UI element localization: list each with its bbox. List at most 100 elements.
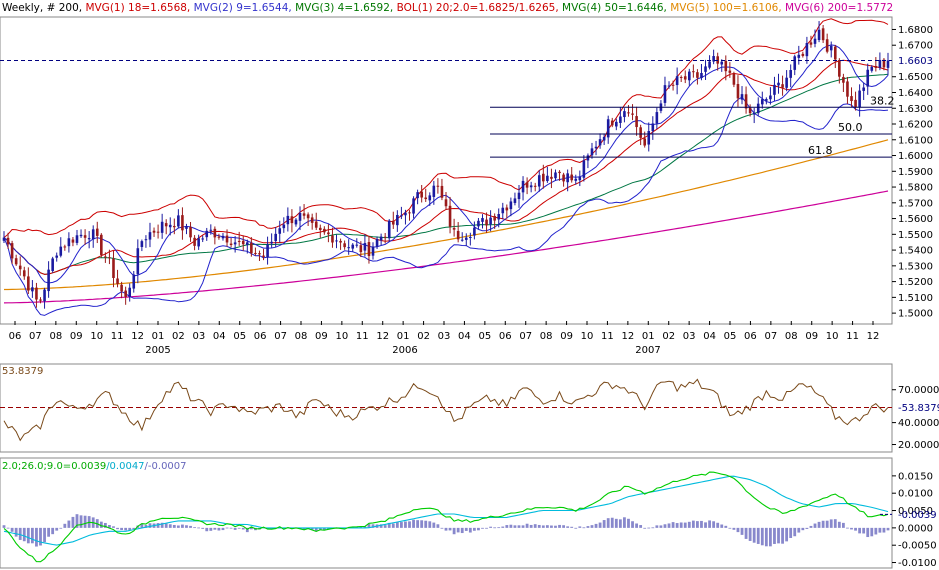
candle-body[interactable] bbox=[67, 238, 71, 247]
candle-body[interactable] bbox=[639, 127, 642, 138]
candle-body[interactable] bbox=[533, 185, 537, 187]
candle-body[interactable] bbox=[18, 265, 22, 270]
candle-body[interactable] bbox=[886, 60, 890, 68]
candle-body[interactable] bbox=[185, 226, 188, 229]
candle-body[interactable] bbox=[189, 227, 192, 238]
candle-body[interactable] bbox=[331, 235, 334, 243]
candle-body[interactable] bbox=[485, 219, 488, 226]
candle-body[interactable] bbox=[424, 197, 428, 200]
candle-body[interactable] bbox=[237, 240, 241, 242]
candle-body[interactable] bbox=[298, 212, 302, 221]
candle-body[interactable] bbox=[335, 240, 338, 242]
candle-body[interactable] bbox=[323, 228, 326, 233]
candle-body[interactable] bbox=[408, 212, 411, 214]
candle-body[interactable] bbox=[537, 175, 541, 187]
candle-body[interactable] bbox=[631, 113, 634, 115]
candle-body[interactable] bbox=[343, 243, 346, 248]
candle-body[interactable] bbox=[108, 257, 111, 259]
candle-body[interactable] bbox=[120, 284, 123, 292]
candle-body[interactable] bbox=[217, 236, 221, 238]
candle-body[interactable] bbox=[789, 70, 792, 78]
candle-body[interactable] bbox=[246, 242, 249, 245]
candle-body[interactable] bbox=[809, 42, 813, 45]
candle-body[interactable] bbox=[574, 178, 578, 181]
candle-body[interactable] bbox=[351, 244, 355, 249]
candle-body[interactable] bbox=[160, 221, 164, 233]
candle-body[interactable] bbox=[22, 270, 26, 277]
candle-body[interactable] bbox=[59, 246, 63, 256]
candle-body[interactable] bbox=[367, 242, 371, 257]
candle-body[interactable] bbox=[112, 258, 115, 278]
candle-body[interactable] bbox=[359, 245, 363, 253]
candle-body[interactable] bbox=[728, 70, 732, 73]
candle-body[interactable] bbox=[627, 112, 630, 114]
candle-body[interactable] bbox=[805, 42, 809, 57]
candle-body[interactable] bbox=[566, 173, 569, 183]
candle-body[interactable] bbox=[444, 199, 448, 207]
candle-body[interactable] bbox=[6, 237, 10, 245]
candle-body[interactable] bbox=[213, 228, 217, 238]
candle-body[interactable] bbox=[748, 107, 752, 114]
candle-body[interactable] bbox=[79, 234, 83, 237]
candle-body[interactable] bbox=[282, 224, 286, 229]
candle-body[interactable] bbox=[643, 138, 646, 146]
candle-body[interactable] bbox=[842, 77, 845, 83]
candle-body[interactable] bbox=[493, 216, 496, 221]
candle-body[interactable] bbox=[635, 116, 638, 128]
candle-body[interactable] bbox=[2, 237, 6, 241]
candle-body[interactable] bbox=[71, 239, 75, 243]
candle-body[interactable] bbox=[521, 180, 525, 193]
candle-body[interactable] bbox=[460, 239, 464, 241]
candle-body[interactable] bbox=[582, 160, 586, 178]
candle-body[interactable] bbox=[606, 119, 610, 138]
candle-body[interactable] bbox=[712, 56, 715, 62]
candle-body[interactable] bbox=[882, 59, 886, 68]
candle-body[interactable] bbox=[201, 238, 204, 240]
candle-body[interactable] bbox=[152, 230, 156, 233]
candle-body[interactable] bbox=[387, 220, 391, 239]
candle-body[interactable] bbox=[136, 248, 140, 275]
candle-body[interactable] bbox=[452, 227, 456, 230]
candle-body[interactable] bbox=[274, 233, 277, 242]
macd-panel[interactable]: 2.0;26.0;9.0=0.0039/0.0047/-0.0007 0.015… bbox=[0, 457, 937, 569]
candle-body[interactable] bbox=[619, 116, 622, 123]
candle-body[interactable] bbox=[262, 255, 265, 258]
candle-body[interactable] bbox=[647, 131, 651, 145]
candle-body[interactable] bbox=[846, 81, 849, 97]
candle-body[interactable] bbox=[39, 299, 42, 301]
candle-body[interactable] bbox=[209, 229, 213, 231]
candle-body[interactable] bbox=[671, 84, 675, 86]
candle-body[interactable] bbox=[164, 223, 168, 227]
candle-body[interactable] bbox=[270, 241, 273, 244]
candle-body[interactable] bbox=[432, 185, 436, 197]
candle-body[interactable] bbox=[314, 221, 318, 228]
candle-body[interactable] bbox=[517, 192, 521, 200]
candle-body[interactable] bbox=[181, 215, 184, 231]
candle-body[interactable] bbox=[440, 185, 444, 198]
candle-body[interactable] bbox=[14, 258, 18, 265]
candle-body[interactable] bbox=[464, 237, 468, 240]
candle-body[interactable] bbox=[708, 61, 711, 68]
candle-body[interactable] bbox=[615, 121, 618, 127]
candle-body[interactable] bbox=[148, 232, 152, 240]
candle-body[interactable] bbox=[696, 72, 699, 78]
candle-body[interactable] bbox=[509, 201, 513, 210]
candle-body[interactable] bbox=[258, 253, 261, 255]
candle-body[interactable] bbox=[473, 227, 476, 236]
candle-body[interactable] bbox=[756, 103, 760, 114]
candle-body[interactable] bbox=[43, 289, 46, 302]
candle-body[interactable] bbox=[801, 53, 805, 56]
candle-body[interactable] bbox=[570, 174, 574, 181]
candle-body[interactable] bbox=[132, 274, 136, 289]
candle-body[interactable] bbox=[675, 76, 679, 86]
candle-body[interactable] bbox=[501, 207, 505, 214]
candle-body[interactable] bbox=[683, 76, 687, 80]
candle-body[interactable] bbox=[481, 218, 484, 222]
candle-body[interactable] bbox=[177, 215, 180, 227]
candle-body[interactable] bbox=[489, 217, 492, 225]
candle-body[interactable] bbox=[318, 227, 322, 231]
candle-body[interactable] bbox=[813, 38, 817, 44]
candle-body[interactable] bbox=[590, 148, 594, 156]
candle-body[interactable] bbox=[610, 120, 614, 126]
